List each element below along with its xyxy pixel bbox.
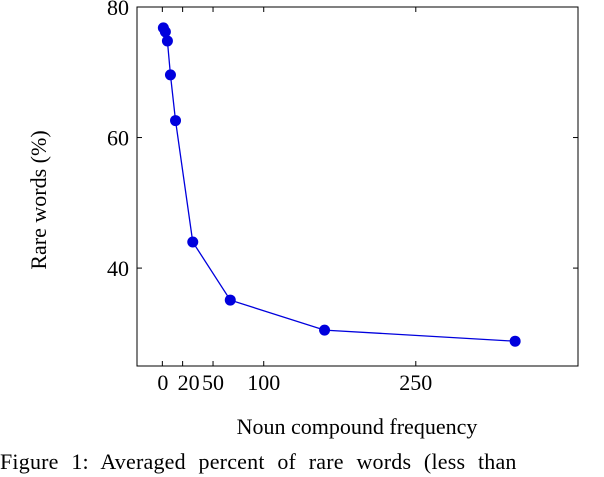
x-tick-label: 250	[399, 370, 432, 395]
plot-frame	[136, 6, 579, 367]
x-tick-label: 0	[157, 370, 168, 395]
x-axis-title: Noun compound frequency	[237, 414, 478, 439]
data-point	[187, 236, 199, 248]
data-point	[159, 26, 171, 38]
data-point	[170, 115, 182, 127]
data-point	[164, 69, 176, 81]
y-axis: 40 60 80	[107, 0, 578, 281]
x-tick-label: 20	[178, 370, 200, 395]
y-tick-label: 80	[107, 0, 129, 20]
x-tick-label: 100	[247, 370, 280, 395]
y-tick-label: 40	[107, 256, 129, 281]
data-point	[509, 335, 521, 347]
data-point	[319, 324, 331, 336]
data-point	[161, 35, 173, 47]
figure-caption: Figure 1: Averaged percent of rare words…	[0, 449, 517, 474]
series-group	[157, 22, 521, 347]
x-axis: 0 20 50 100 250	[157, 7, 432, 395]
y-axis-title: Rare words (%)	[26, 130, 51, 269]
series-line	[162, 27, 516, 342]
y-tick-label: 60	[107, 126, 129, 151]
x-tick-label: 50	[202, 370, 224, 395]
data-point	[224, 294, 236, 306]
